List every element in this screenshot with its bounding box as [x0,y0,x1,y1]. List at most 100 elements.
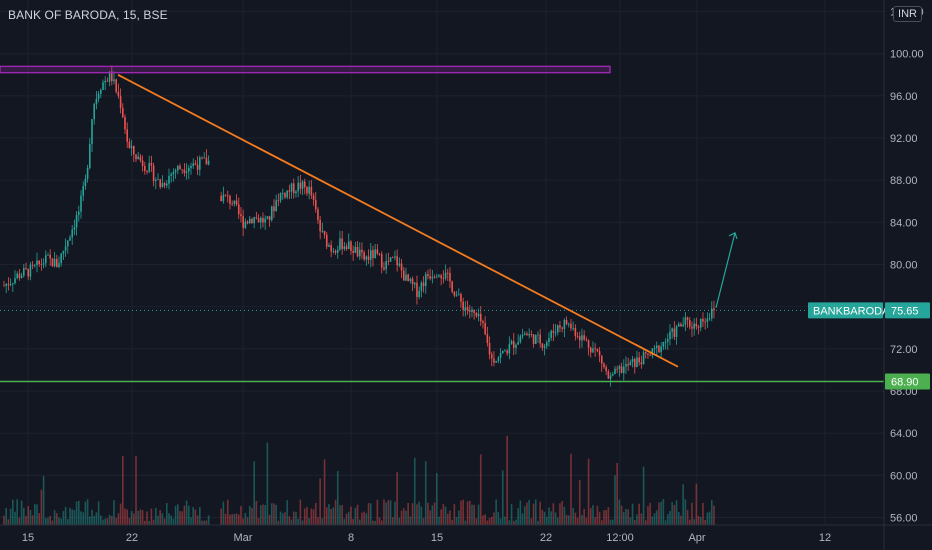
volume-bar [532,503,535,525]
volume-bar [264,505,266,525]
candle-body [537,334,539,336]
volume-bar [697,515,700,525]
volume-bar [666,514,669,525]
candle-body [97,93,100,99]
drawings[interactable] [0,65,884,383]
volume-bar [128,517,131,525]
y-tick-label: 60.00 [890,470,918,482]
volume-bar [89,516,91,525]
volume-bar [259,505,262,525]
volume-bar [466,501,469,525]
volume-bar [34,504,36,525]
volume-bar [295,511,297,525]
candle-body [567,323,570,325]
volume-bar [286,500,288,525]
candle-body [418,290,420,297]
candle-body [644,352,647,354]
volume-bar [422,518,425,525]
candle-body [190,165,192,169]
candle-body [539,334,541,344]
candle-body [334,250,337,253]
volume-bar [192,507,194,525]
volume-bar [317,517,319,525]
volume-bar [521,513,524,525]
volume-bar [684,499,687,525]
volume-bar [242,518,244,525]
candle-body [556,325,559,333]
volume-bar [150,508,153,525]
volume-bar [341,505,343,525]
volume-bar [449,510,451,525]
candle-body [181,169,183,171]
volume-bar [27,506,29,525]
volume-bar [603,510,605,525]
volume-bar [636,514,638,525]
candle-body [618,366,621,369]
volume-bar [268,514,271,525]
candle-body [122,108,124,118]
volume-bar [336,470,339,525]
volume-bar [75,501,78,525]
volume-bar [67,519,69,525]
volume-bar [589,508,592,525]
volume-bar [56,513,58,525]
volume-bar [429,510,431,525]
candlesticks [3,65,715,387]
candle-body [183,169,186,173]
candle-body [58,263,60,267]
volume-bar [372,520,374,525]
candle-body [14,278,16,284]
candle-body [179,165,181,170]
candle-body [235,200,238,205]
volume-bar [545,516,548,525]
candle-body [387,261,390,262]
candle-body [660,346,662,353]
volume-bar [117,513,120,525]
volume-bar [484,514,486,525]
candle-body [702,318,704,322]
candle-body [332,250,335,252]
volume-bar [49,515,51,525]
candle-body [12,283,14,285]
volume-bar [574,512,577,525]
volume-bar [226,499,229,525]
candle-body [396,256,398,266]
candle-body [222,194,225,202]
volume-bar [438,516,440,525]
candle-body [119,96,122,109]
volume-bar [627,509,629,525]
candle-body [550,330,552,338]
grid [0,0,884,525]
candle-body [166,183,168,186]
volume-bar [3,515,5,525]
candle-body [163,183,166,186]
candle-body [572,327,574,329]
candle-body [363,252,365,260]
volume-bar [220,508,222,525]
candle-body [264,218,266,223]
currency-button[interactable]: INR [893,6,922,22]
candle-body [159,179,161,188]
candle-body [429,276,431,279]
candle-body [34,264,36,266]
candle-body [675,326,678,337]
candle-body [128,141,131,148]
volume-bar [457,510,460,525]
volume-bar [334,499,337,525]
candle-body [201,157,203,159]
trendline [117,73,679,368]
candle-body [108,71,111,82]
volume-bar [598,511,601,525]
volume-bar [424,461,427,525]
candle-body [257,218,260,223]
candle-body [53,258,56,267]
volume-bar [144,520,146,525]
candle-body [499,353,502,358]
volume-bar [115,518,117,525]
candle-body [177,165,179,171]
candle-body [398,263,401,266]
volume-bar [504,516,506,525]
volume-bar [673,504,676,525]
candle-body [686,317,689,320]
